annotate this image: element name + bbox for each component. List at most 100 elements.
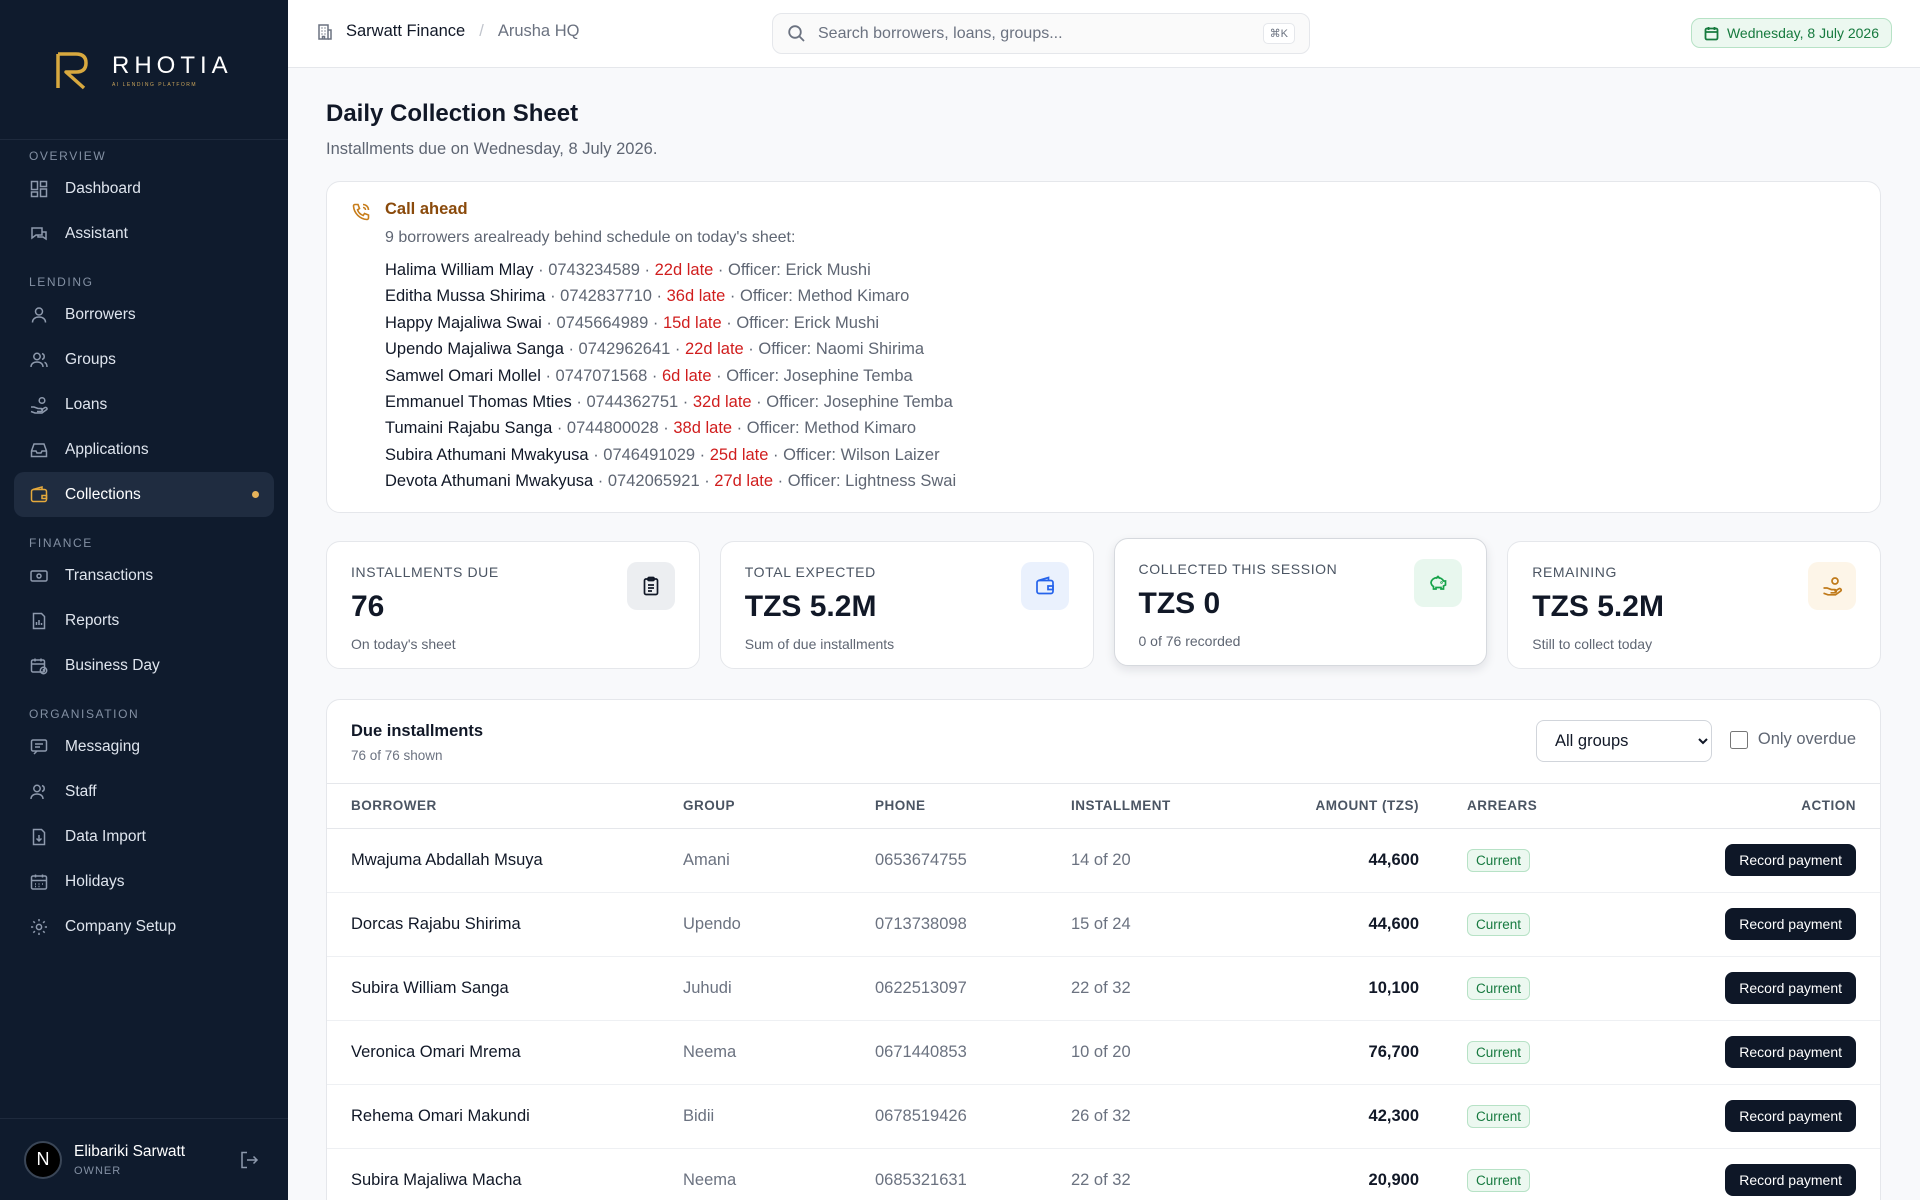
only-overdue-toggle[interactable]: Only overdue (1729, 730, 1856, 749)
table-row[interactable]: Veronica Omari Mrema Neema 0671440853 10 of… (327, 1020, 1880, 1085)
late-borrower-phone[interactable]: 0747071568 (555, 366, 648, 385)
stat-card-collected: COLLECTED THIS SESSION TZS 0 0 of 76 rec… (1113, 538, 1488, 666)
borrower-cell[interactable]: Subira Majaliwa Macha (327, 1148, 683, 1200)
late-borrower-name[interactable]: Editha Mussa Shirima (385, 287, 546, 306)
user-profile[interactable]: N Elibariki Sarwatt OWNER (0, 1118, 288, 1200)
late-borrower-phone[interactable]: 0742065921 (607, 472, 700, 491)
group-cell: Neema (683, 1020, 875, 1085)
borrower-cell[interactable]: Dorcas Rajabu Shirima (327, 892, 683, 957)
search-input[interactable] (818, 24, 1263, 43)
stat-value: TZS 5.2M (1532, 590, 1664, 623)
days-late: 6d late (661, 366, 712, 385)
late-borrower-item: Subira Athumani Mwakyusa · 0746491029 · … (385, 442, 1856, 468)
message-icon (29, 737, 49, 757)
record-payment-button[interactable]: Record payment (1725, 1036, 1856, 1068)
borrower-cell[interactable]: Veronica Omari Mrema (327, 1020, 683, 1085)
sidebar-item-company-setup[interactable]: Company Setup (14, 904, 274, 949)
inbox-icon (29, 440, 49, 460)
amount-cell: 10,100 (1255, 956, 1419, 1021)
column-header[interactable]: PHONE (875, 784, 1071, 829)
record-payment-button[interactable]: Record payment (1725, 972, 1856, 1004)
alert-description: 9 borrowers arealready behind schedule o… (385, 229, 796, 246)
sidebar-item-assistant[interactable]: Assistant (14, 211, 274, 256)
sidebar-item-label: Borrowers (65, 305, 136, 323)
logout-icon[interactable] (238, 1149, 260, 1171)
sidebar-item-transactions[interactable]: Transactions (14, 553, 274, 598)
table-row[interactable]: Dorcas Rajabu Shirima Upendo 0713738098 15 … (327, 892, 1880, 957)
wallet-icon (1020, 562, 1069, 610)
phone-cell: 0671440853 (875, 1020, 1071, 1085)
column-header[interactable]: BORROWER (327, 784, 683, 829)
borrower-cell[interactable]: Rehema Omari Makundi (327, 1084, 683, 1149)
sidebar-item-applications[interactable]: Applications (14, 427, 274, 472)
column-header[interactable]: ARREARS (1419, 784, 1619, 829)
group-cell: Neema (683, 1148, 875, 1200)
late-borrower-phone[interactable]: 0746491029 (603, 445, 696, 464)
arrears-badge: Current (1467, 912, 1531, 936)
late-borrower-name[interactable]: Devota Athumani Mwakyusa (385, 472, 594, 491)
sidebar-item-label: Assistant (65, 224, 128, 242)
phone-cell: 0713738098 (875, 892, 1071, 957)
sidebar-item-staff[interactable]: Staff (14, 769, 274, 814)
column-header[interactable]: INSTALLMENT (1071, 784, 1255, 829)
sidebar-item-holidays[interactable]: Holidays (14, 859, 274, 904)
stat-value: 76 (351, 590, 385, 623)
late-borrower-phone[interactable]: 0745664989 (556, 313, 649, 332)
borrower-cell[interactable]: Mwajuma Abdallah Msuya (327, 828, 683, 893)
installment-cell: 10 of 20 (1071, 1020, 1255, 1085)
only-overdue-checkbox[interactable] (1729, 730, 1748, 749)
rhotia-logo-icon (56, 51, 88, 89)
column-header[interactable]: GROUP (683, 784, 875, 829)
sidebar-item-collections[interactable]: Collections (14, 472, 274, 517)
record-payment-button[interactable]: Record payment (1725, 844, 1856, 876)
stat-card-installments-due: INSTALLMENTS DUE 76 On today's sheet (326, 541, 700, 669)
late-borrower-phone[interactable]: 0744800028 (566, 419, 659, 438)
breadcrumb-branch[interactable]: Arusha HQ (497, 22, 580, 40)
group-filter-select[interactable]: All groups (1536, 720, 1712, 762)
table-row[interactable]: Subira William Sanga Juhudi 0622513097 22 o… (327, 956, 1880, 1021)
sidebar-item-reports[interactable]: Reports (14, 598, 274, 643)
record-payment-button[interactable]: Record payment (1725, 908, 1856, 940)
amount-cell: 20,900 (1255, 1148, 1419, 1200)
stat-card-remaining: REMAINING TZS 5.2M Still to collect toda… (1507, 541, 1881, 669)
separator-dot: · (721, 313, 737, 332)
late-borrower-name[interactable]: Upendo Majaliwa Sanga (385, 340, 564, 359)
borrower-cell[interactable]: Subira William Sanga (327, 956, 683, 1021)
sidebar-item-data-import[interactable]: Data Import (14, 814, 274, 859)
sidebar-item-borrowers[interactable]: Borrowers (14, 292, 274, 337)
sidebar-item-groups[interactable]: Groups (14, 337, 274, 382)
record-payment-button[interactable]: Record payment (1725, 1100, 1856, 1132)
late-borrower-name[interactable]: Emmanuel Thomas Mties (385, 392, 572, 411)
record-payment-button[interactable]: Record payment (1725, 1164, 1856, 1196)
late-borrower-item: Emmanuel Thomas Mties · 0744362751 · 32d… (385, 389, 1856, 415)
table-row[interactable]: Subira Majaliwa Macha Neema 0685321631 22 o… (327, 1148, 1880, 1200)
business-date-badge[interactable]: Wednesday, 8 July 2026 (1690, 18, 1892, 48)
column-header[interactable]: AMOUNT (TZS) (1255, 784, 1419, 829)
days-late: 22d late (654, 261, 714, 279)
sidebar-item-loans[interactable]: Loans (14, 382, 274, 427)
active-indicator-dot (252, 491, 259, 498)
late-borrower-phone[interactable]: 0742962641 (578, 340, 671, 359)
page-title: Daily Collection Sheet (326, 100, 579, 127)
late-borrower-name[interactable]: Samwel Omari Mollel (385, 366, 541, 385)
sidebar-item-business-day[interactable]: Business Day (14, 643, 274, 688)
search-box[interactable]: ⌘K (772, 13, 1310, 54)
late-borrower-phone[interactable]: 0744362751 (586, 392, 679, 411)
late-borrower-phone[interactable]: 0743234589 (548, 261, 640, 279)
breadcrumb-org[interactable]: Sarwatt Finance (346, 22, 466, 40)
table-row[interactable]: Mwajuma Abdallah Msuya Amani 0653674755 14 … (327, 828, 1880, 893)
sidebar-item-messaging[interactable]: Messaging (14, 724, 274, 769)
brand[interactable]: RHOTIA AI LENDING PLATFORM (0, 0, 288, 140)
piggy-bank-icon (1414, 559, 1463, 607)
table-row[interactable]: Rehema Omari Makundi Bidii 0678519426 26 of… (327, 1084, 1880, 1149)
late-borrower-name[interactable]: Halima William Mlay (385, 261, 534, 279)
arrears-cell: Current (1419, 1084, 1619, 1149)
late-borrower-name[interactable]: Happy Majaliwa Swai (385, 313, 542, 332)
table-header-row: BORROWER GROUP PHONE INSTALLMENT AMOUNT … (327, 784, 1880, 829)
late-borrower-name[interactable]: Subira Athumani Mwakyusa (385, 445, 589, 464)
business-date: Wednesday, 8 July 2026 (1726, 25, 1879, 41)
late-borrower-phone[interactable]: 0742837710 (560, 287, 652, 306)
stat-value: TZS 5.2M (744, 590, 877, 623)
sidebar-item-dashboard[interactable]: Dashboard (14, 166, 274, 211)
late-borrower-name[interactable]: Tumaini Rajabu Sanga (385, 419, 553, 438)
